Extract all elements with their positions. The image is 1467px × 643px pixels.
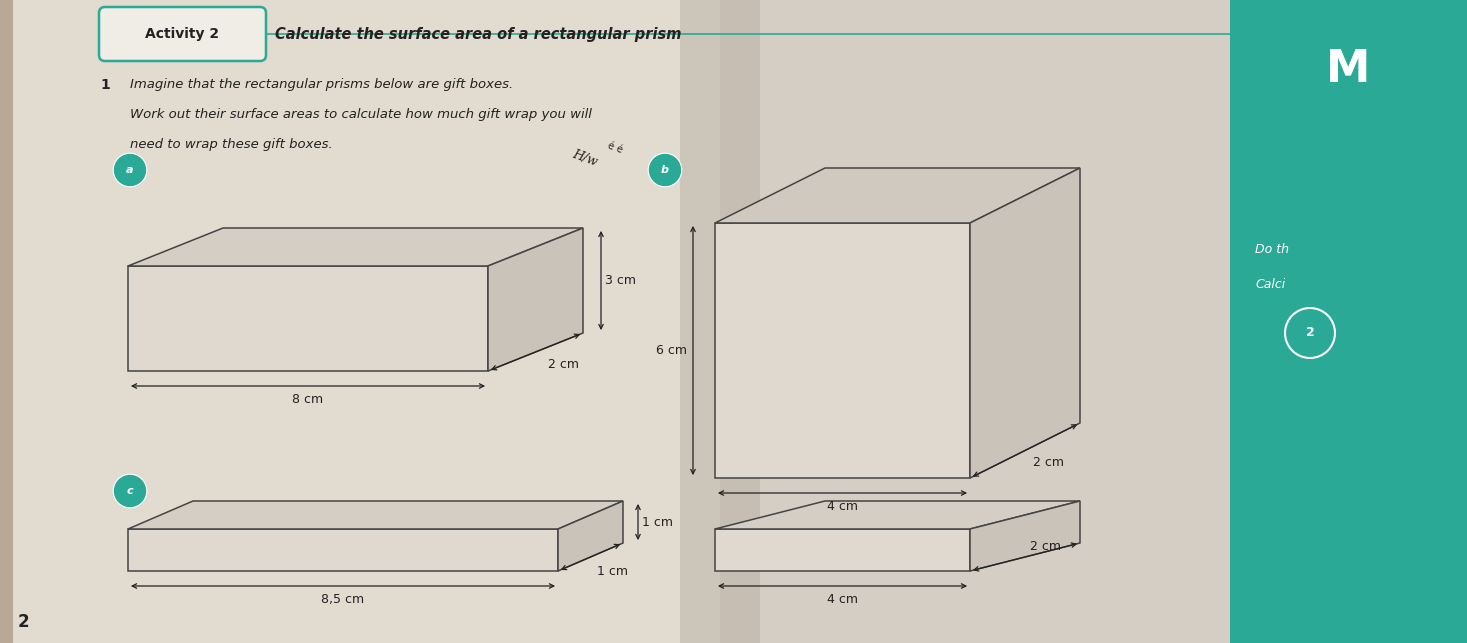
Text: c: c [126, 486, 133, 496]
Circle shape [650, 154, 681, 185]
Text: 3 cm: 3 cm [604, 274, 637, 287]
Text: 6 cm: 6 cm [656, 344, 687, 357]
Text: 1 cm: 1 cm [597, 565, 628, 578]
Text: 1: 1 [100, 78, 110, 92]
Polygon shape [714, 223, 970, 478]
Text: é é: é é [606, 141, 623, 156]
Text: H/w: H/w [571, 147, 600, 168]
Polygon shape [714, 501, 1080, 529]
Polygon shape [489, 228, 582, 371]
Polygon shape [714, 529, 970, 571]
Text: 4 cm: 4 cm [827, 593, 858, 606]
Polygon shape [557, 501, 623, 571]
Text: Imagine that the rectangular prisms below are gift boxes.: Imagine that the rectangular prisms belo… [131, 78, 513, 91]
Text: 4 cm: 4 cm [827, 500, 858, 513]
Text: Work out their surface areas to calculate how much gift wrap you will: Work out their surface areas to calculat… [131, 108, 591, 121]
Text: need to wrap these gift boxes.: need to wrap these gift boxes. [131, 138, 333, 151]
Polygon shape [681, 0, 760, 643]
Circle shape [114, 154, 145, 185]
Polygon shape [970, 501, 1080, 571]
Polygon shape [970, 168, 1080, 478]
Text: Calculate the surface area of a rectangular prism: Calculate the surface area of a rectangu… [274, 26, 682, 42]
FancyBboxPatch shape [98, 7, 266, 61]
Text: Calci: Calci [1254, 278, 1285, 291]
Polygon shape [720, 0, 1250, 643]
Text: Activity 2: Activity 2 [145, 27, 220, 41]
Text: 2 cm: 2 cm [547, 358, 578, 371]
Circle shape [114, 476, 145, 507]
Polygon shape [1229, 0, 1467, 643]
Text: 2: 2 [18, 613, 29, 631]
Polygon shape [128, 529, 557, 571]
Text: 2 cm: 2 cm [1030, 540, 1061, 553]
Text: M: M [1326, 48, 1370, 91]
Polygon shape [714, 168, 1080, 223]
Polygon shape [128, 266, 489, 371]
Polygon shape [13, 0, 720, 643]
Text: 8 cm: 8 cm [292, 393, 324, 406]
Text: Do th: Do th [1254, 243, 1289, 256]
Text: b: b [662, 165, 669, 175]
Text: 1 cm: 1 cm [643, 516, 673, 529]
Text: 8,5 cm: 8,5 cm [321, 593, 365, 606]
Text: a: a [126, 165, 133, 175]
Polygon shape [128, 501, 623, 529]
Text: 2 cm: 2 cm [1033, 457, 1064, 469]
Polygon shape [128, 228, 582, 266]
Text: 2: 2 [1306, 327, 1314, 340]
